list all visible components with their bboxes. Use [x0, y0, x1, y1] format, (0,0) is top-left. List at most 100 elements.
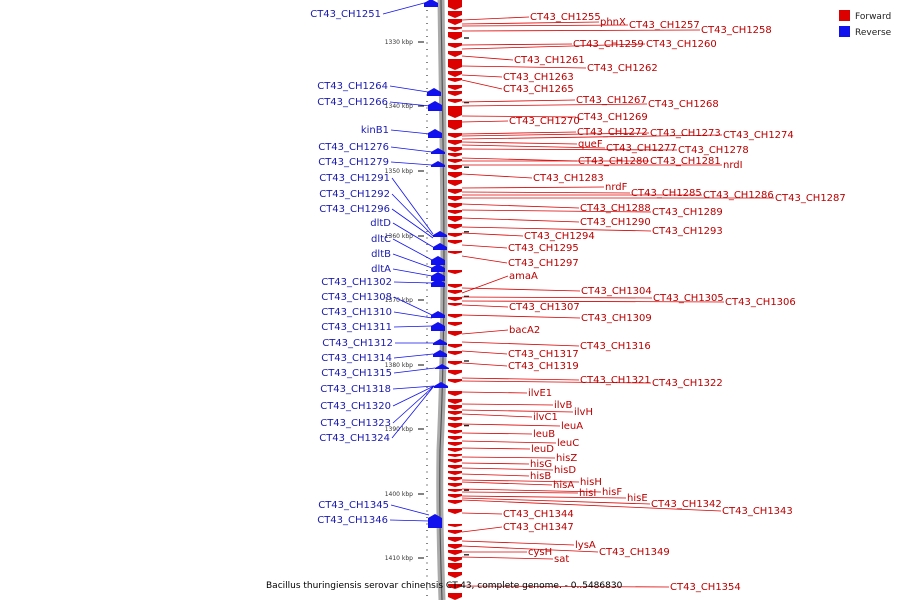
- forward-gene-label: CT43_CH1343: [722, 506, 793, 517]
- reverse-gene-label: CT43_CH1264: [317, 81, 388, 92]
- forward-gene-leader: [461, 255, 508, 264]
- reverse-gene-label: CT43_CH1279: [318, 157, 389, 168]
- forward-gene-leader: [461, 131, 577, 135]
- forward-gene-leader: [461, 209, 652, 213]
- reverse-gene-block: [431, 256, 445, 265]
- forward-gene-block: [448, 379, 462, 383]
- tick-label: 1350 kbp: [385, 168, 413, 175]
- reverse-gene-block: [434, 382, 448, 388]
- forward-gene-block: [448, 240, 462, 244]
- forward-gene-label: leuA: [561, 421, 583, 432]
- forward-gene-block: [448, 216, 462, 222]
- forward-gene-block: [448, 303, 462, 306]
- forward-gene-block: [448, 417, 462, 421]
- forward-gene-label: queF: [578, 139, 603, 150]
- forward-gene-block: [448, 172, 462, 178]
- forward-gene-label: CT43_CH1290: [580, 217, 651, 228]
- reverse-gene-leader: [382, 1, 429, 15]
- forward-gene-leader: [461, 329, 509, 335]
- reverse-gene-block: [433, 350, 447, 357]
- forward-gene-block: [448, 203, 462, 208]
- tick-label: 1380 kbp: [385, 362, 413, 369]
- forward-gene-block: [448, 537, 462, 542]
- reverse-gene-leader: [393, 296, 433, 316]
- forward-gene-label: CT43_CH1257: [629, 20, 700, 31]
- forward-gene-leader: [461, 341, 580, 347]
- reverse-gene-leader: [393, 311, 433, 319]
- reverse-gene-block: [428, 101, 442, 111]
- forward-gene-label: leuD: [531, 444, 554, 455]
- forward-gene-label: CT43_CH1295: [508, 243, 579, 254]
- forward-gene-label: CT43_CH1270: [509, 116, 580, 127]
- legend-reverse-swatch: [839, 26, 850, 37]
- reverse-gene-leader: [393, 353, 434, 359]
- forward-gene-label: CT43_CH1280: [578, 156, 649, 167]
- reverse-gene-leader: [389, 85, 429, 93]
- forward-gene-label: CT43_CH1288: [580, 203, 651, 214]
- forward-gene-block: [448, 297, 462, 301]
- reverse-gene-leader: [393, 325, 433, 328]
- forward-gene-block: [448, 524, 462, 527]
- forward-gene-label: nrdF: [605, 182, 628, 193]
- forward-gene-leader: [461, 157, 578, 162]
- forward-gene-block: [448, 210, 462, 214]
- forward-gene-block: [448, 180, 462, 186]
- forward-gene-leader: [461, 304, 509, 308]
- reverse-gene-label: CT43_CH1318: [320, 384, 391, 395]
- forward-gene-label: hisZ: [556, 453, 577, 464]
- forward-gene-block: [448, 351, 462, 355]
- forward-gene-block: [448, 85, 462, 90]
- forward-gene-leader: [461, 423, 561, 427]
- forward-gene-label: ilvE1: [528, 388, 552, 399]
- forward-gene-leader: [461, 99, 576, 103]
- reverse-gene-block: [431, 322, 445, 331]
- forward-gene-block: [448, 361, 462, 365]
- reverse-gene-label: CT43_CH1315: [321, 368, 392, 379]
- forward-gene-label: CT43_CH1272: [577, 127, 648, 138]
- forward-gene-leader: [461, 440, 557, 444]
- forward-gene-leader: [461, 173, 533, 179]
- forward-gene-label: ilvC1: [533, 412, 558, 423]
- reverse-gene-block: [431, 161, 445, 167]
- forward-gene-block: [448, 430, 462, 434]
- reverse-gene-block: [431, 272, 445, 281]
- forward-gene-block: [448, 314, 462, 318]
- forward-gene-label: leuB: [533, 429, 555, 440]
- forward-gene-leader: [461, 540, 575, 546]
- forward-gene-block: [448, 51, 462, 57]
- forward-gene-leader: [461, 512, 503, 515]
- reverse-gene-label: CT43_CH1276: [318, 142, 389, 153]
- reverse-gene-block: [433, 231, 447, 237]
- reverse-gene-leader: [390, 504, 430, 516]
- forward-gene-leader: [461, 462, 530, 465]
- forward-gene-leader: [461, 488, 602, 493]
- forward-gene-leader: [461, 132, 650, 137]
- forward-gene-label: CT43_CH1287: [775, 193, 846, 204]
- forward-gene-block: [448, 509, 462, 514]
- forward-gene-block: [448, 32, 462, 40]
- forward-gene-leader: [461, 403, 554, 406]
- forward-gene-label: hisA: [553, 480, 574, 491]
- reverse-gene-leader: [391, 177, 434, 235]
- forward-gene-leader: [461, 141, 578, 145]
- forward-gene-block: [448, 43, 462, 48]
- forward-gene-label: phnX: [600, 17, 626, 28]
- reverse-gene-label: dltB: [371, 249, 391, 260]
- forward-gene-block: [448, 284, 462, 288]
- forward-gene-label: CT43_CH1255: [530, 12, 601, 23]
- forward-gene-block: [448, 0, 462, 10]
- forward-gene-leader: [461, 29, 701, 32]
- forward-gene-label: CT43_CH1349: [599, 547, 670, 558]
- forward-gene-label: CT43_CH1281: [650, 156, 721, 167]
- forward-gene-block: [448, 189, 462, 194]
- forward-gene-block: [448, 494, 462, 498]
- forward-gene-leader: [461, 43, 646, 50]
- reverse-gene-label: CT43_CH1323: [320, 418, 391, 429]
- forward-gene-block: [448, 140, 462, 145]
- reverse-gene-label: CT43_CH1251: [310, 9, 381, 20]
- forward-gene-label: hisE: [627, 493, 648, 504]
- forward-gene-label: CT43_CH1342: [651, 499, 722, 510]
- forward-gene-label: CT43_CH1267: [576, 95, 647, 106]
- forward-gene-leader: [461, 300, 725, 303]
- reverse-gene-label: CT43_CH1346: [317, 515, 388, 526]
